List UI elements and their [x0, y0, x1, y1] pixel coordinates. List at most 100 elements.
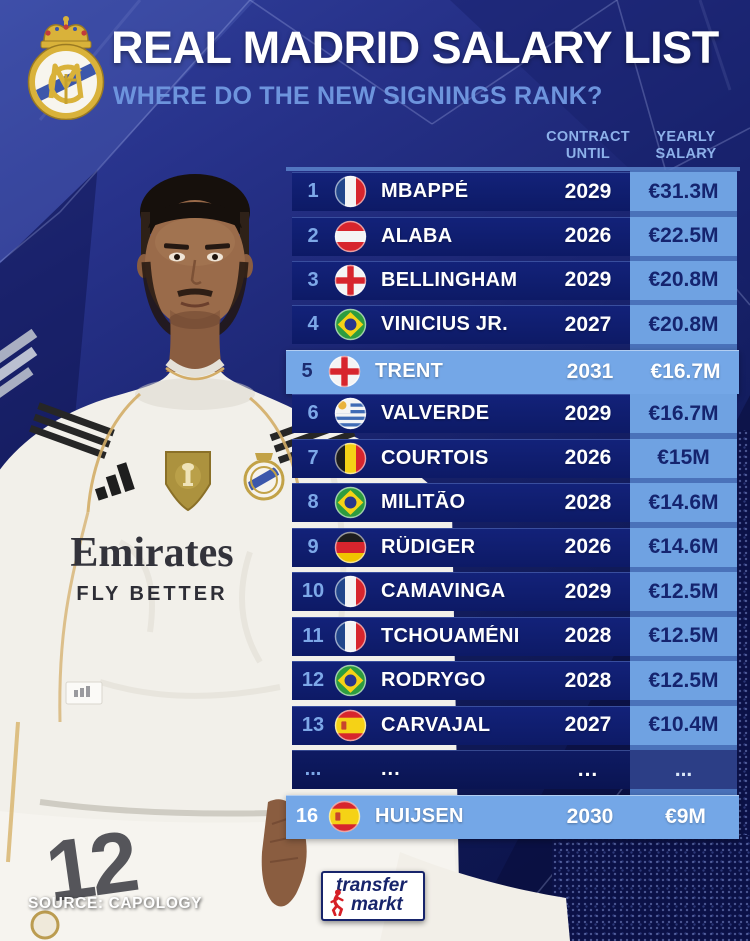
flag-belgium-icon	[334, 442, 367, 475]
player-name: HUIJSEN	[375, 805, 464, 828]
rank-number: 3	[307, 268, 319, 291]
contract-year: 2030	[566, 804, 614, 828]
table-row: 8 MILITÃO 2028 €14.6M	[292, 483, 737, 523]
player-name: BELLINGHAM	[381, 268, 518, 291]
contract-year: 2028	[564, 668, 612, 692]
rank-number: ...	[304, 758, 322, 781]
flag-france-icon	[334, 175, 367, 208]
flag-spain-icon	[328, 800, 361, 833]
contract-year: 2029	[564, 401, 612, 425]
flag-uruguay-icon	[334, 398, 367, 430]
flag-brazil-icon	[334, 486, 367, 519]
salary-value: €14.6M	[630, 483, 737, 523]
rank-number: 4	[307, 313, 319, 336]
flag-germany-icon	[334, 531, 367, 564]
player-name: MBAPPÉ	[381, 180, 469, 202]
table-row: 5 TRENT 2031 €16.7M	[286, 349, 739, 394]
rank-number: 11	[302, 624, 324, 647]
page-subtitle: WHERE DO THE NEW SIGNINGS RANK?	[113, 82, 603, 110]
contract-year: 2026	[564, 224, 612, 247]
table-row: 1 MBAPPÉ 2029 €31.3M	[292, 172, 737, 211]
player-name: ALABA	[381, 224, 453, 247]
rank-number: 8	[307, 491, 319, 514]
flag-belgium-icon	[334, 442, 367, 475]
transfermarkt-line1: transfer	[336, 875, 407, 896]
flag-england-icon	[328, 356, 361, 388]
player-name: TRENT	[375, 360, 444, 383]
rank-number: 9	[307, 535, 319, 558]
flag-france-icon	[334, 175, 367, 208]
salary-value: €12.5M	[630, 616, 737, 656]
flag-uruguay-icon	[334, 397, 367, 430]
flag-austria-icon	[334, 220, 367, 253]
transfermarkt-line2: markt	[351, 894, 403, 915]
transfermarkt-logo: transfer markt	[321, 871, 425, 921]
table-row: 16 HUIJSEN 2030 €9M	[286, 794, 739, 839]
rm-chest-crest	[243, 453, 285, 501]
rank-number: 7	[307, 446, 319, 469]
salary-value: €22.5M	[630, 216, 737, 256]
table-row: 7 COURTOIS 2026 €15M	[292, 438, 737, 478]
rank-number: 16	[295, 805, 319, 828]
table-row: 2 ALABA 2026 €22.5M	[292, 216, 737, 256]
salary-value: €20.8M	[630, 260, 737, 300]
rank-number: 13	[301, 713, 325, 736]
salary-value: ...	[630, 750, 737, 790]
table-row: 12 RODRYGO 2028 €12.5M	[292, 661, 737, 701]
rank-number: 12	[301, 669, 325, 692]
real-madrid-crest-logo	[27, 16, 105, 120]
table-row: 11 TCHOUAMÉNI 2028 €12.5M	[292, 616, 737, 656]
flag-england-icon	[328, 355, 361, 388]
flag-brazil-icon	[334, 664, 367, 697]
rank-number: 6	[307, 402, 319, 425]
player-name: CAMAVINGA	[381, 580, 506, 603]
column-header-line: UNTIL	[565, 146, 611, 162]
contract-year: 2028	[564, 490, 612, 514]
flag-spain-icon	[334, 709, 367, 741]
column-header-line: SALARY	[655, 146, 717, 162]
column-header-line: YEARLY	[656, 129, 716, 145]
flag-france-icon	[334, 620, 367, 653]
rank-number: 5	[301, 360, 313, 383]
player-name: CARVAJAL	[381, 713, 491, 736]
column-header-line: CONTRACT	[546, 129, 630, 145]
contract-year: 2027	[564, 312, 612, 336]
flag-england-icon	[334, 264, 367, 297]
player-name: COURTOIS	[381, 446, 489, 469]
contract-year: 2026	[564, 535, 612, 559]
salary-value: €12.5M	[630, 572, 737, 612]
player-name: VINICIUS JR.	[381, 313, 508, 336]
flag-spain-icon	[334, 709, 367, 742]
player-name: MILITÃO	[381, 491, 466, 514]
salary-value: €31.3M	[630, 172, 737, 211]
rank-number: 1	[307, 180, 319, 202]
flag-france-icon	[334, 575, 367, 608]
flag-france-icon	[334, 620, 367, 652]
table-top-edge	[286, 167, 740, 171]
salary-value: €9M	[665, 804, 706, 828]
contract-year: 2031	[566, 359, 614, 383]
flag-france-icon	[334, 575, 367, 608]
table-row: 6 VALVERDE 2029 €16.7M	[292, 394, 737, 434]
jersey-tagline-text: FLY BETTER	[76, 583, 227, 605]
contract-year: 2026	[564, 446, 612, 470]
player-name: RODRYGO	[381, 669, 486, 692]
table-row: 3 BELLINGHAM 2029 €20.8M	[292, 260, 737, 300]
salary-value: €15M	[630, 438, 737, 478]
flag-icon	[334, 753, 367, 786]
column-header-contract: CONTRACT UNTIL	[540, 129, 636, 163]
flag-brazil-icon	[334, 664, 367, 697]
transfermarkt-runner-icon	[330, 889, 344, 916]
table-row: 10 CAMAVINGA 2029 €12.5M	[292, 572, 737, 612]
contract-year: 2028	[564, 624, 612, 648]
rank-number: 2	[307, 224, 319, 247]
contract-year: 2029	[564, 179, 612, 203]
contract-year: 2029	[564, 268, 612, 292]
player-name: VALVERDE	[381, 402, 490, 425]
adidas-logo	[94, 462, 135, 501]
player-name: RÜDIGER	[381, 535, 476, 558]
crowd-texture	[737, 430, 750, 835]
salary-value: €10.4M	[630, 705, 737, 745]
flag-brazil-icon	[334, 308, 367, 341]
